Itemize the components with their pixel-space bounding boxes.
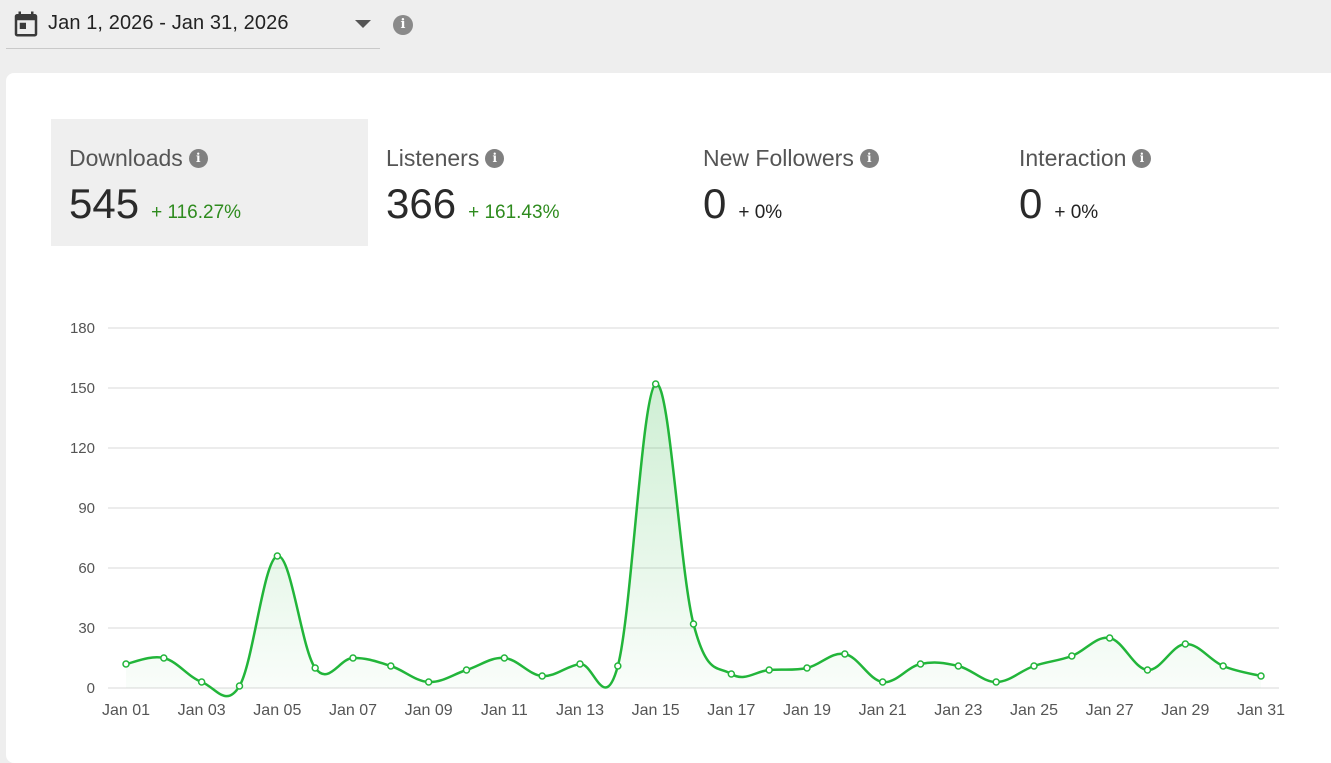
metric-label: Downloads (69, 145, 183, 171)
data-point (1105, 634, 1114, 642)
y-tick-label: 90 (78, 500, 95, 517)
x-tick-label: Jan 25 (1010, 702, 1058, 719)
x-tick-label: Jan 11 (481, 702, 528, 719)
data-point (500, 654, 509, 662)
y-tick-label: 120 (70, 440, 95, 457)
data-point (1181, 640, 1190, 648)
data-point (576, 660, 584, 668)
metric-label: New Followers (703, 145, 854, 171)
x-tick-label: Jan 13 (556, 702, 604, 719)
data-point (273, 552, 282, 560)
y-tick-label: 180 (70, 320, 95, 337)
info-icon[interactable]: i (188, 149, 208, 168)
data-point (1257, 672, 1265, 680)
data-point (349, 654, 357, 662)
data-point (1143, 666, 1152, 674)
calendar-icon (14, 11, 38, 37)
series-line (125, 382, 1262, 698)
metric-value: 366 (386, 180, 457, 227)
info-icon[interactable]: i (485, 149, 505, 168)
y-tick-label: 150 (70, 380, 95, 397)
metric-value: 545 (69, 180, 140, 227)
metric-label: Listeners (386, 145, 480, 171)
metric-change: + 116.27% (151, 202, 242, 223)
series-area (126, 383, 1261, 697)
x-tick-label: Jan 03 (178, 702, 226, 719)
data-point (160, 654, 168, 662)
data-point (122, 660, 130, 668)
data-point (651, 380, 660, 388)
y-tick-label: 30 (78, 620, 95, 637)
x-tick-label: Jan 07 (329, 702, 377, 719)
data-point (689, 620, 698, 628)
data-point (1068, 652, 1076, 660)
info-icon[interactable]: i (859, 149, 879, 168)
data-point (878, 678, 887, 686)
data-point (803, 664, 811, 672)
analytics-card: Downloads i 545 + 116.27% Listeners i 36… (6, 73, 1331, 763)
x-tick-label: Jan 21 (859, 702, 907, 719)
metric-change: + 0% (738, 202, 783, 223)
date-range-picker[interactable]: Jan 1, 2026 - Jan 31, 2026 (6, 0, 380, 49)
metric-label: Interaction (1019, 145, 1127, 171)
x-tick-label: Jan 19 (783, 702, 831, 719)
metric-downloads[interactable]: Downloads i 545 + 116.27% (51, 119, 368, 246)
data-point (614, 662, 622, 670)
x-tick-label: Jan 31 (1237, 702, 1285, 719)
metric-listeners[interactable]: Listeners i 366 + 161.43% (368, 119, 685, 246)
data-point (387, 662, 395, 670)
x-tick-label: Jan 29 (1161, 702, 1209, 719)
data-point (462, 666, 471, 674)
metric-new-followers[interactable]: New Followers i 0 + 0% (685, 119, 1002, 246)
data-point (765, 666, 773, 674)
metric-interaction[interactable]: Interaction i 0 + 0% (1001, 119, 1318, 246)
info-icon[interactable]: i (1132, 149, 1152, 168)
data-point (727, 670, 736, 678)
info-icon[interactable]: i (393, 15, 413, 35)
metric-value: 0 (1019, 180, 1043, 227)
x-tick-label: Jan 09 (405, 702, 453, 719)
x-tick-label: Jan 01 (102, 702, 150, 719)
chevron-down-icon[interactable] (355, 20, 371, 28)
y-tick-label: 0 (87, 680, 95, 697)
data-point (235, 682, 244, 690)
data-point (1219, 662, 1227, 670)
data-point (311, 664, 319, 672)
data-point (538, 672, 546, 680)
data-point (1030, 662, 1038, 670)
data-point (197, 678, 206, 686)
y-tick-label: 60 (78, 560, 95, 577)
metric-change: + 161.43% (468, 202, 560, 223)
data-point (424, 678, 433, 686)
data-point (954, 662, 963, 670)
date-range-label: Jan 1, 2026 - Jan 31, 2026 (48, 12, 289, 34)
x-tick-label: Jan 05 (253, 702, 301, 719)
x-tick-label: Jan 15 (632, 702, 680, 719)
data-point (916, 660, 925, 668)
data-point (992, 678, 1000, 686)
x-tick-label: Jan 17 (707, 702, 755, 719)
metric-change: + 0% (1054, 202, 1099, 223)
data-point (841, 650, 849, 658)
x-tick-label: Jan 27 (1086, 702, 1134, 719)
x-tick-label: Jan 23 (934, 702, 982, 719)
metric-value: 0 (703, 180, 727, 227)
